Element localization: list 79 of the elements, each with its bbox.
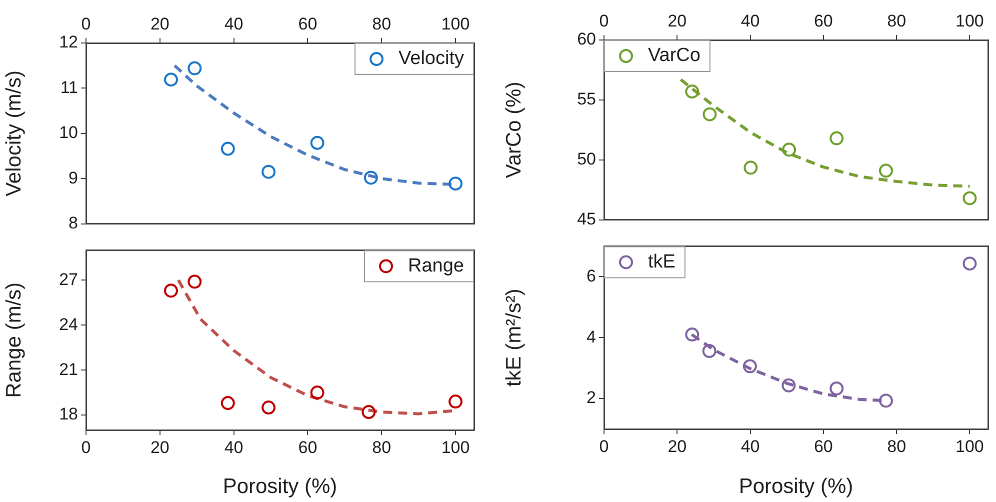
x-tick-label: 80 [372, 14, 392, 34]
x-tick-label: 60 [298, 438, 318, 457]
x-tick-label: 40 [224, 14, 244, 34]
y-axis-title: Range (m/s) [2, 282, 26, 398]
point [962, 256, 977, 271]
point [878, 164, 893, 178]
y-axis-title: tkE (m²/s²) [502, 288, 526, 387]
point [685, 328, 700, 342]
point [188, 274, 202, 289]
point [702, 107, 717, 122]
x-tick-label: 20 [150, 438, 170, 457]
y-tick-label: 60 [577, 30, 596, 49]
point [262, 400, 276, 415]
y-tick-label: 10 [59, 123, 78, 142]
point [742, 359, 757, 374]
point [362, 405, 376, 420]
x-tick-label: 60 [298, 14, 318, 34]
legend-label: Velocity [398, 48, 464, 70]
y-tick-label: 9 [68, 168, 78, 188]
y-tick-label: 27 [59, 270, 78, 289]
point [448, 176, 463, 191]
legend-label: Range [408, 255, 464, 276]
x-tick-label: 20 [668, 11, 687, 30]
point [830, 381, 844, 396]
y-axis-title: Velocity (m/s) [2, 70, 26, 196]
x-tick-label: 80 [887, 11, 906, 30]
y-tick-label: 18 [59, 404, 78, 424]
legend-label: tkE [648, 251, 676, 272]
x-axis-title: Porosity (%) [738, 475, 854, 498]
line-series [679, 78, 972, 188]
x-tick-label: 40 [740, 436, 760, 456]
x-tick-label: 100 [956, 436, 984, 456]
legend-label: VarCo [648, 45, 700, 66]
x-tick-label: 20 [150, 14, 170, 34]
x-tick-label: 60 [814, 11, 833, 30]
x-tick-label: 80 [887, 436, 906, 456]
point [744, 160, 758, 175]
point [262, 164, 276, 179]
y-tick-label: 21 [59, 360, 78, 379]
x-tick-label: 0 [81, 438, 91, 457]
point [782, 142, 796, 157]
x-tick-label: 60 [814, 436, 833, 456]
y-tick-label: 2 [586, 388, 596, 408]
x-tick-label: 20 [668, 436, 687, 456]
point [962, 191, 977, 206]
y-tick-label: 8 [68, 213, 78, 232]
point [220, 396, 235, 410]
y-tick-label: 4 [586, 327, 596, 346]
y-tick-label: 55 [577, 90, 596, 109]
x-tick-label: 40 [740, 11, 760, 30]
point [364, 170, 378, 185]
y-tick-label: 12 [59, 32, 78, 52]
y-axis-title: VarCo (%) [502, 82, 526, 178]
point [878, 394, 893, 408]
point [685, 84, 700, 99]
point [164, 284, 178, 298]
point [702, 344, 716, 358]
y-tick-label: 11 [60, 78, 78, 97]
point [310, 136, 324, 150]
y-tick-label: 24 [59, 314, 78, 334]
y-tick-label: 6 [586, 266, 596, 286]
point [448, 394, 463, 409]
point [220, 142, 235, 156]
y-tick-label: 45 [577, 209, 596, 228]
x-tick-label: 100 [956, 11, 984, 30]
point [310, 386, 324, 400]
x-tick-label: 80 [372, 438, 392, 457]
point [830, 131, 844, 146]
point [164, 72, 178, 87]
x-tick-label: 0 [599, 11, 609, 30]
x-tick-label: 100 [441, 438, 470, 457]
x-tick-label: 0 [81, 14, 91, 34]
x-tick-label: 40 [224, 438, 244, 457]
x-tick-label: 100 [441, 14, 470, 34]
point [782, 378, 796, 392]
point [188, 61, 202, 76]
x-axis-title: Porosity (%) [222, 475, 338, 498]
x-tick-label: 0 [599, 436, 609, 456]
y-tick-label: 50 [577, 150, 596, 169]
